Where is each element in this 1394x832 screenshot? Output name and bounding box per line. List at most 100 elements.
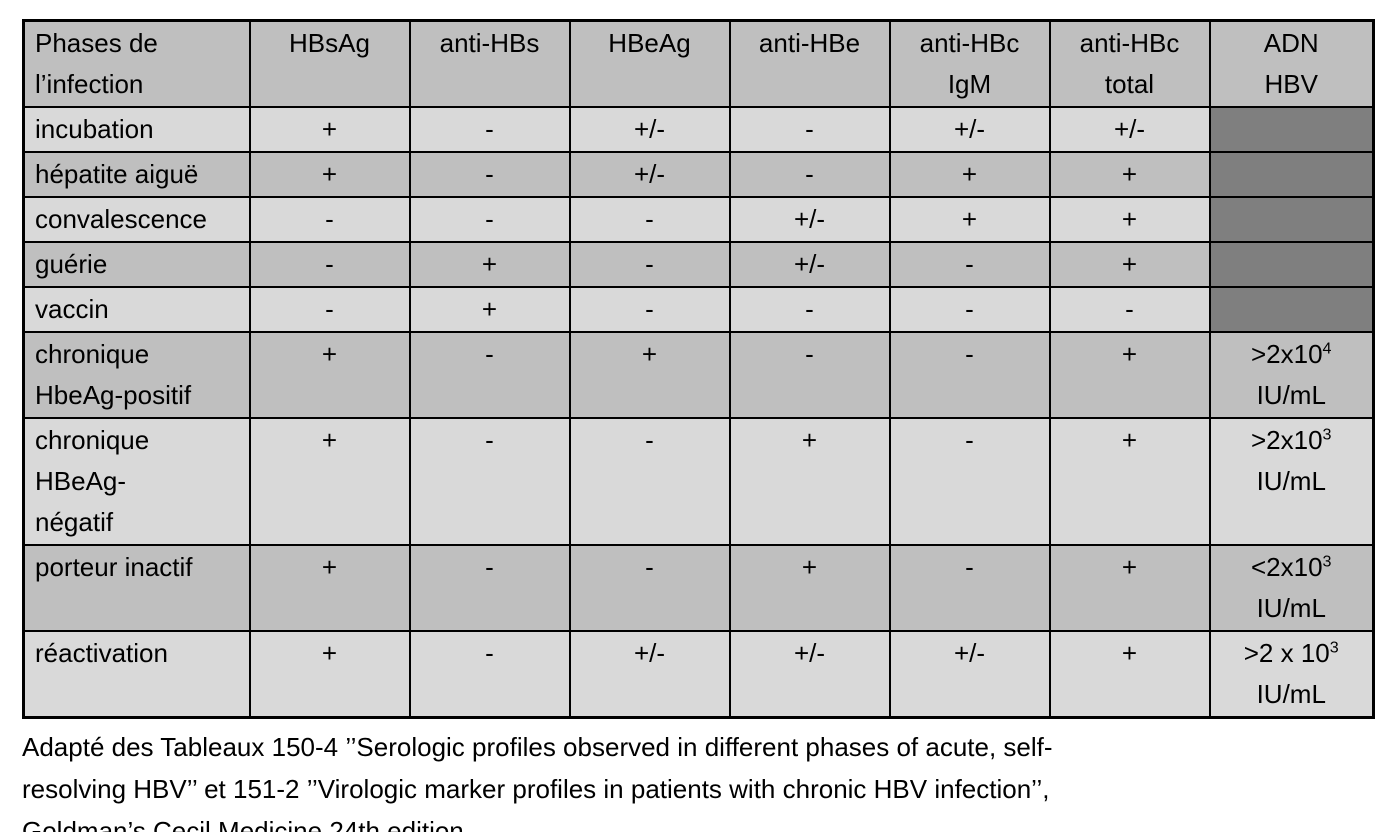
anti-hbc-igm-cell: +/- — [888, 630, 1051, 719]
anti-hbe-cell: - — [728, 331, 891, 419]
anti-hbc-total-cell: + — [1048, 417, 1211, 546]
anti-hbs-cell: - — [408, 196, 571, 243]
anti-hbc-total-cell: + — [1048, 196, 1211, 243]
anti-hbc-total-cell: +/- — [1048, 106, 1211, 153]
hbsag-cell: - — [248, 286, 411, 333]
anti-hbc-total-cell: - — [1048, 286, 1211, 333]
adn-hbv-cell-empty — [1208, 151, 1375, 198]
anti-hbc-igm-cell: - — [888, 286, 1051, 333]
adn-unit: IU/mL — [1256, 380, 1326, 410]
anti-hbc-igm-cell: +/- — [888, 106, 1051, 153]
anti-hbs-cell: - — [408, 544, 571, 632]
adn-exponent: 4 — [1322, 339, 1332, 358]
hbsag-cell: + — [248, 151, 411, 198]
anti-hbs-cell: - — [408, 151, 571, 198]
source-caption: Adapté des Tableaux 150-4 ’’Serologic pr… — [22, 732, 1053, 832]
adn-hbv-cell: <2x103 IU/mL — [1208, 544, 1375, 632]
adn-exponent: 3 — [1322, 552, 1332, 571]
column-header-hbsag: HBsAg — [248, 19, 411, 108]
phase-cell: chronique HBeAg- négatif — [22, 417, 251, 546]
adn-base: <2x10 — [1250, 552, 1323, 582]
adn-base: >2 x 10 — [1243, 638, 1330, 668]
adn-exponent: 3 — [1322, 425, 1332, 444]
hbsag-cell: + — [248, 544, 411, 632]
anti-hbe-cell: - — [728, 106, 891, 153]
hbeag-cell: - — [568, 286, 731, 333]
header-row: Phases de l’infection HBsAg anti-HBs HBe… — [22, 19, 1375, 108]
anti-hbc-igm-cell: + — [888, 151, 1051, 198]
anti-hbc-total-cell: + — [1048, 544, 1211, 632]
adn-value: >2x103 — [1251, 425, 1332, 455]
phase-cell: hépatite aiguë — [22, 151, 251, 198]
phase-cell: convalescence — [22, 196, 251, 243]
phase-cell: porteur inactif — [22, 544, 251, 632]
table-row-chronique-hbeag-negatif: chronique HBeAg- négatif + - - + - + >2x… — [22, 417, 1375, 546]
column-header-anti-hbc-total: anti-HBc total — [1048, 19, 1211, 108]
anti-hbc-igm-cell: - — [888, 241, 1051, 288]
table-body: incubation + - +/- - +/- +/- hépatite ai… — [22, 106, 1375, 719]
hbeag-cell: - — [568, 241, 731, 288]
hbsag-cell: + — [248, 417, 411, 546]
hbeag-cell: - — [568, 417, 731, 546]
table-row-porteur-inactif: porteur inactif + - - + - + <2x103 IU/mL — [22, 544, 1375, 632]
table-row-hepatite-aigue: hépatite aiguë + - +/- - + + — [22, 151, 1375, 198]
hbeag-cell: +/- — [568, 151, 731, 198]
hbsag-cell: - — [248, 241, 411, 288]
anti-hbc-total-cell: + — [1048, 630, 1211, 719]
column-header-phases: Phases de l’infection — [22, 19, 251, 108]
table-row-reactivation: réactivation + - +/- +/- +/- + >2 x 103 I… — [22, 630, 1375, 719]
adn-unit: IU/mL — [1256, 466, 1326, 496]
phase-cell: réactivation — [22, 630, 251, 719]
anti-hbe-cell: + — [728, 544, 891, 632]
adn-unit: IU/mL — [1256, 593, 1326, 623]
table-row-incubation: incubation + - +/- - +/- +/- — [22, 106, 1375, 153]
anti-hbc-igm-cell: - — [888, 331, 1051, 419]
table-row-convalescence: convalescence - - - +/- + + — [22, 196, 1375, 243]
adn-hbv-cell-empty — [1208, 196, 1375, 243]
anti-hbc-total-cell: + — [1048, 331, 1211, 419]
hbsag-cell: + — [248, 106, 411, 153]
adn-hbv-cell: >2x104 IU/mL — [1208, 331, 1375, 419]
column-header-anti-hbs: anti-HBs — [408, 19, 571, 108]
hbeag-cell: +/- — [568, 630, 731, 719]
adn-unit: IU/mL — [1256, 679, 1326, 709]
anti-hbs-cell: - — [408, 331, 571, 419]
anti-hbe-cell: +/- — [728, 630, 891, 719]
adn-hbv-cell: >2 x 103 IU/mL — [1208, 630, 1375, 719]
hbeag-cell: - — [568, 544, 731, 632]
anti-hbs-cell: - — [408, 106, 571, 153]
anti-hbs-cell: + — [408, 241, 571, 288]
adn-hbv-cell: >2x103 IU/mL — [1208, 417, 1375, 546]
adn-base: >2x10 — [1250, 425, 1323, 455]
anti-hbe-cell: - — [728, 286, 891, 333]
table-row-guerie: guérie - + - +/- - + — [22, 241, 1375, 288]
anti-hbc-total-cell: + — [1048, 241, 1211, 288]
phase-cell: vaccin — [22, 286, 251, 333]
hbsag-cell: + — [248, 630, 411, 719]
anti-hbe-cell: + — [728, 417, 891, 546]
column-header-hbeag: HBeAg — [568, 19, 731, 108]
hbeag-cell: - — [568, 196, 731, 243]
phase-cell: chronique HbeAg-positif — [22, 331, 251, 419]
anti-hbs-cell: + — [408, 286, 571, 333]
column-header-anti-hbe: anti-HBe — [728, 19, 891, 108]
adn-value: >2 x 103 — [1244, 638, 1339, 668]
anti-hbc-total-cell: + — [1048, 151, 1211, 198]
adn-value: >2x104 — [1251, 339, 1332, 369]
adn-hbv-cell-empty — [1208, 286, 1375, 333]
anti-hbc-igm-cell: - — [888, 417, 1051, 546]
anti-hbe-cell: +/- — [728, 241, 891, 288]
anti-hbc-igm-cell: - — [888, 544, 1051, 632]
hbeag-cell: +/- — [568, 106, 731, 153]
anti-hbc-igm-cell: + — [888, 196, 1051, 243]
hbsag-cell: - — [248, 196, 411, 243]
adn-exponent: 3 — [1329, 638, 1339, 657]
adn-value: <2x103 — [1251, 552, 1332, 582]
table-header: Phases de l’infection HBsAg anti-HBs HBe… — [22, 19, 1375, 108]
anti-hbs-cell: - — [408, 417, 571, 546]
hbv-serology-table: Phases de l’infection HBsAg anti-HBs HBe… — [22, 19, 1375, 719]
anti-hbe-cell: - — [728, 151, 891, 198]
table-row-vaccin: vaccin - + - - - - — [22, 286, 1375, 333]
adn-hbv-cell-empty — [1208, 241, 1375, 288]
